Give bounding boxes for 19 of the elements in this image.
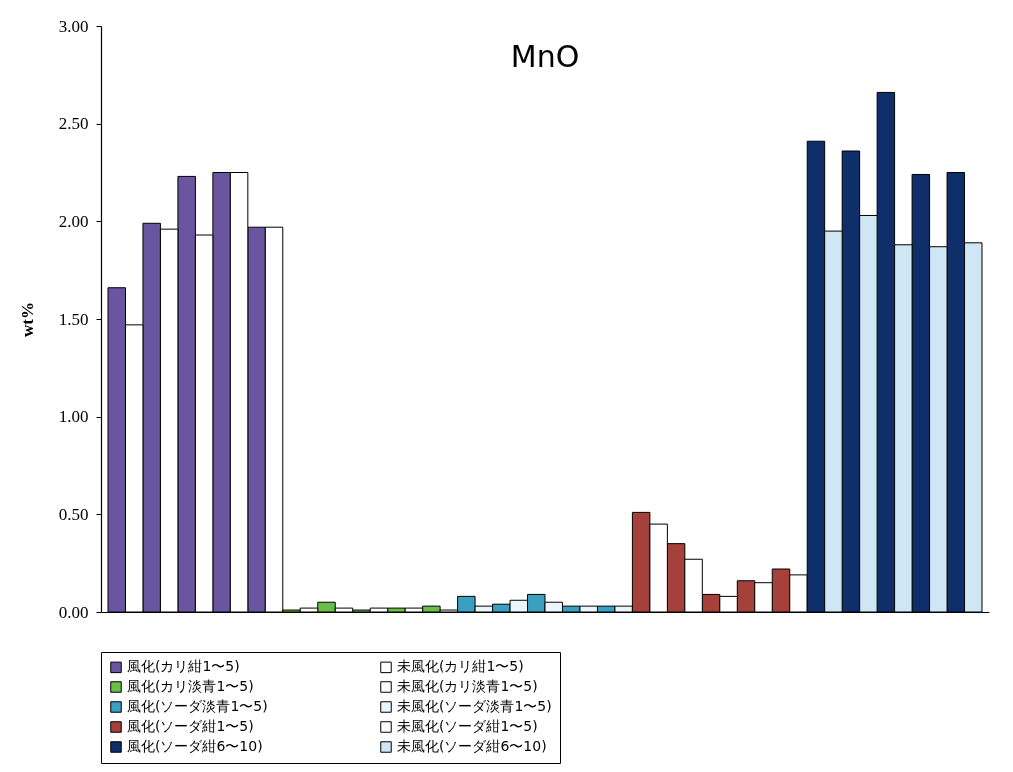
y-tick-label: 0.00 bbox=[58, 602, 89, 622]
legend-label: 未風化(ソーダ淡青1〜5) bbox=[397, 698, 552, 714]
legend-label: 風化(カリ紺1〜5) bbox=[127, 658, 240, 675]
y-axis-title: wt% bbox=[17, 302, 37, 337]
legend-label: 風化(ソーダ紺1〜5) bbox=[127, 718, 254, 734]
legend-label: 風化(ソーダ淡青1〜5) bbox=[127, 698, 268, 714]
legend-label: 未風化(ソーダ紺6〜10) bbox=[397, 738, 547, 754]
y-tick-label: 2.50 bbox=[58, 114, 89, 134]
y-tick-label: 0.50 bbox=[58, 504, 89, 524]
legend-label: 未風化(カリ紺1〜5) bbox=[397, 658, 524, 675]
y-tick-label: 3.00 bbox=[58, 16, 89, 36]
y-tick-label: 1.00 bbox=[58, 407, 89, 427]
chart-title: MnO bbox=[510, 39, 580, 74]
legend-label: 未風化(カリ淡青1〜5) bbox=[397, 678, 538, 694]
y-tick-label: 2.00 bbox=[58, 211, 89, 231]
legend-label: 風化(カリ淡青1〜5) bbox=[127, 678, 254, 694]
legend-label: 未風化(ソーダ紺1〜5) bbox=[397, 718, 538, 734]
legend-label: 風化(ソーダ紺6〜10) bbox=[127, 738, 263, 754]
y-tick-label: 1.50 bbox=[58, 309, 89, 329]
